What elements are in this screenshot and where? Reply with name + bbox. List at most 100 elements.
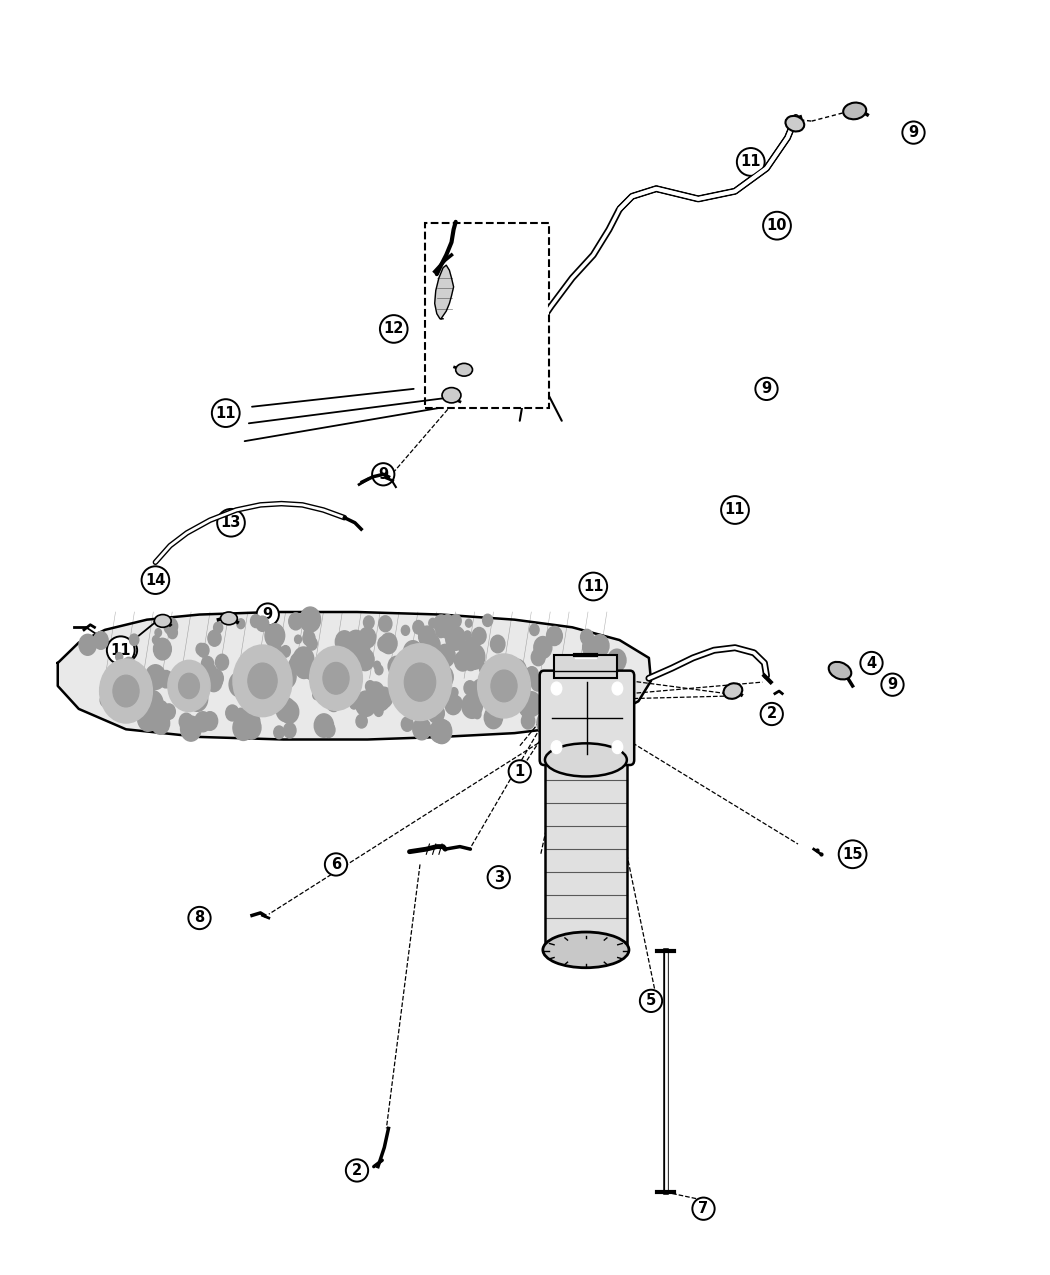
Text: 9: 9 [908, 125, 919, 140]
Circle shape [480, 663, 488, 673]
Circle shape [591, 635, 609, 657]
Circle shape [507, 659, 526, 682]
Circle shape [471, 680, 489, 700]
Circle shape [561, 664, 569, 674]
Circle shape [208, 669, 224, 687]
Circle shape [327, 694, 341, 711]
Ellipse shape [154, 615, 171, 627]
FancyBboxPatch shape [425, 223, 549, 408]
Text: 11: 11 [583, 579, 604, 594]
Circle shape [302, 657, 311, 667]
Circle shape [438, 615, 457, 639]
Circle shape [432, 719, 452, 743]
Circle shape [239, 709, 249, 720]
Text: 5: 5 [646, 993, 656, 1009]
Circle shape [303, 629, 311, 638]
Circle shape [518, 681, 530, 696]
Circle shape [428, 704, 444, 723]
Circle shape [356, 649, 374, 671]
Text: 14: 14 [145, 572, 166, 588]
Circle shape [208, 630, 222, 646]
Circle shape [537, 711, 556, 736]
Circle shape [313, 691, 320, 700]
Circle shape [154, 701, 168, 717]
Circle shape [372, 688, 390, 710]
Circle shape [248, 663, 277, 699]
Circle shape [556, 697, 565, 708]
Circle shape [265, 623, 285, 648]
Circle shape [525, 696, 536, 709]
Circle shape [396, 655, 404, 664]
Circle shape [422, 634, 440, 655]
Circle shape [181, 717, 202, 741]
Bar [545, 759, 627, 950]
Circle shape [554, 667, 601, 723]
Circle shape [365, 681, 375, 692]
Circle shape [284, 723, 296, 738]
Circle shape [374, 662, 380, 669]
Circle shape [226, 705, 239, 720]
Ellipse shape [442, 388, 461, 403]
Circle shape [267, 643, 282, 662]
Circle shape [464, 644, 485, 669]
Circle shape [111, 691, 120, 701]
Circle shape [323, 663, 349, 694]
Circle shape [454, 697, 461, 706]
Circle shape [581, 630, 593, 645]
Circle shape [442, 722, 450, 732]
Circle shape [436, 644, 455, 667]
Circle shape [525, 668, 533, 680]
Circle shape [159, 671, 173, 688]
Circle shape [289, 658, 301, 674]
Circle shape [583, 638, 598, 658]
Circle shape [352, 639, 370, 662]
Circle shape [547, 626, 563, 645]
Circle shape [587, 701, 595, 711]
Circle shape [607, 667, 625, 689]
Circle shape [359, 627, 376, 648]
Circle shape [450, 615, 461, 627]
Circle shape [464, 638, 480, 657]
Circle shape [403, 641, 422, 664]
Text: 8: 8 [194, 910, 205, 926]
Circle shape [197, 644, 209, 657]
Text: 9: 9 [761, 381, 772, 397]
Circle shape [274, 725, 285, 738]
Circle shape [350, 700, 358, 709]
Circle shape [153, 639, 171, 660]
Circle shape [136, 681, 145, 691]
Circle shape [363, 616, 374, 629]
Circle shape [565, 690, 578, 705]
Circle shape [164, 618, 177, 635]
Circle shape [251, 615, 261, 627]
Circle shape [525, 667, 539, 682]
Circle shape [233, 715, 254, 741]
Circle shape [180, 713, 193, 731]
Ellipse shape [723, 683, 742, 699]
Ellipse shape [785, 116, 804, 131]
Ellipse shape [220, 612, 237, 625]
Circle shape [608, 669, 629, 695]
Circle shape [505, 680, 522, 699]
Circle shape [242, 714, 254, 729]
Circle shape [276, 697, 296, 722]
Circle shape [291, 653, 306, 672]
Circle shape [443, 615, 453, 625]
Circle shape [608, 649, 626, 672]
Circle shape [129, 634, 139, 645]
Text: 11: 11 [724, 502, 746, 518]
Circle shape [194, 711, 211, 732]
Circle shape [551, 682, 562, 695]
Circle shape [419, 626, 436, 646]
Circle shape [484, 706, 503, 728]
Text: 13: 13 [220, 515, 242, 530]
Circle shape [187, 668, 193, 676]
Circle shape [178, 673, 200, 699]
Circle shape [345, 630, 366, 655]
Circle shape [339, 669, 359, 694]
Circle shape [522, 713, 534, 729]
Circle shape [563, 713, 572, 723]
Circle shape [236, 618, 245, 629]
Circle shape [136, 674, 154, 696]
Circle shape [457, 654, 466, 666]
